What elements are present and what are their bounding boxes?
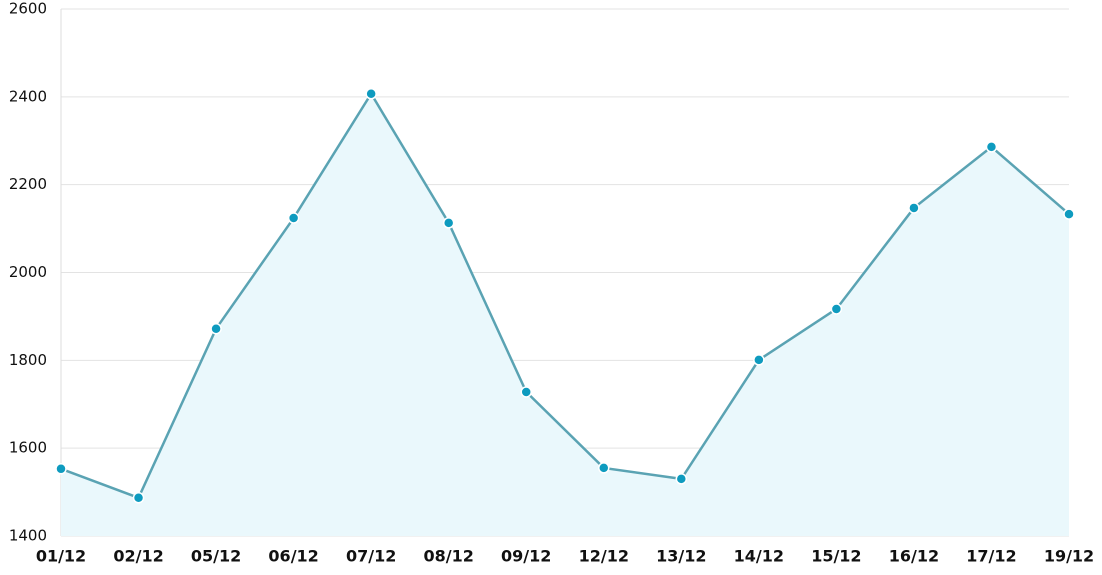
y-tick-label: 1400 xyxy=(9,527,47,545)
point xyxy=(753,354,765,366)
point xyxy=(210,322,222,335)
x-tick-label: 13/12 xyxy=(656,547,706,566)
point xyxy=(1063,208,1075,220)
x-tick-label: 05/12 xyxy=(191,547,241,566)
point xyxy=(55,463,67,475)
y-tick-label: 2200 xyxy=(9,175,47,193)
x-tick-label: 14/12 xyxy=(734,547,784,566)
point xyxy=(132,492,145,504)
line xyxy=(60,91,1070,500)
point xyxy=(365,88,377,100)
x-tick-label: 01/12 xyxy=(36,547,86,566)
point xyxy=(442,217,455,229)
y-tick-label: 2000 xyxy=(9,263,47,281)
point xyxy=(830,303,843,315)
y-tick-label: 1600 xyxy=(9,439,47,457)
x-tick-label: 16/12 xyxy=(889,547,939,566)
y-tick-label: 1800 xyxy=(9,351,47,369)
y-tick-label: 2400 xyxy=(9,87,47,105)
x-tick-label: 19/12 xyxy=(1044,547,1094,566)
x-tick-label: 07/12 xyxy=(346,547,396,566)
x-tick-label: 12/12 xyxy=(579,547,629,566)
x-tick-label: 02/12 xyxy=(113,547,163,566)
x-tick-label: 06/12 xyxy=(268,547,318,566)
point xyxy=(287,212,300,224)
x-tick-label: 09/12 xyxy=(501,547,551,566)
area xyxy=(61,93,1069,537)
point xyxy=(908,202,920,214)
y-tick-label: 2600 xyxy=(9,0,47,18)
x-tick-label: 15/12 xyxy=(811,547,861,566)
point xyxy=(985,141,998,153)
point xyxy=(520,386,532,398)
point xyxy=(598,462,610,474)
x-tick-label: 08/12 xyxy=(424,547,474,566)
x-tick-label: 17/12 xyxy=(966,547,1016,566)
point xyxy=(675,473,688,485)
